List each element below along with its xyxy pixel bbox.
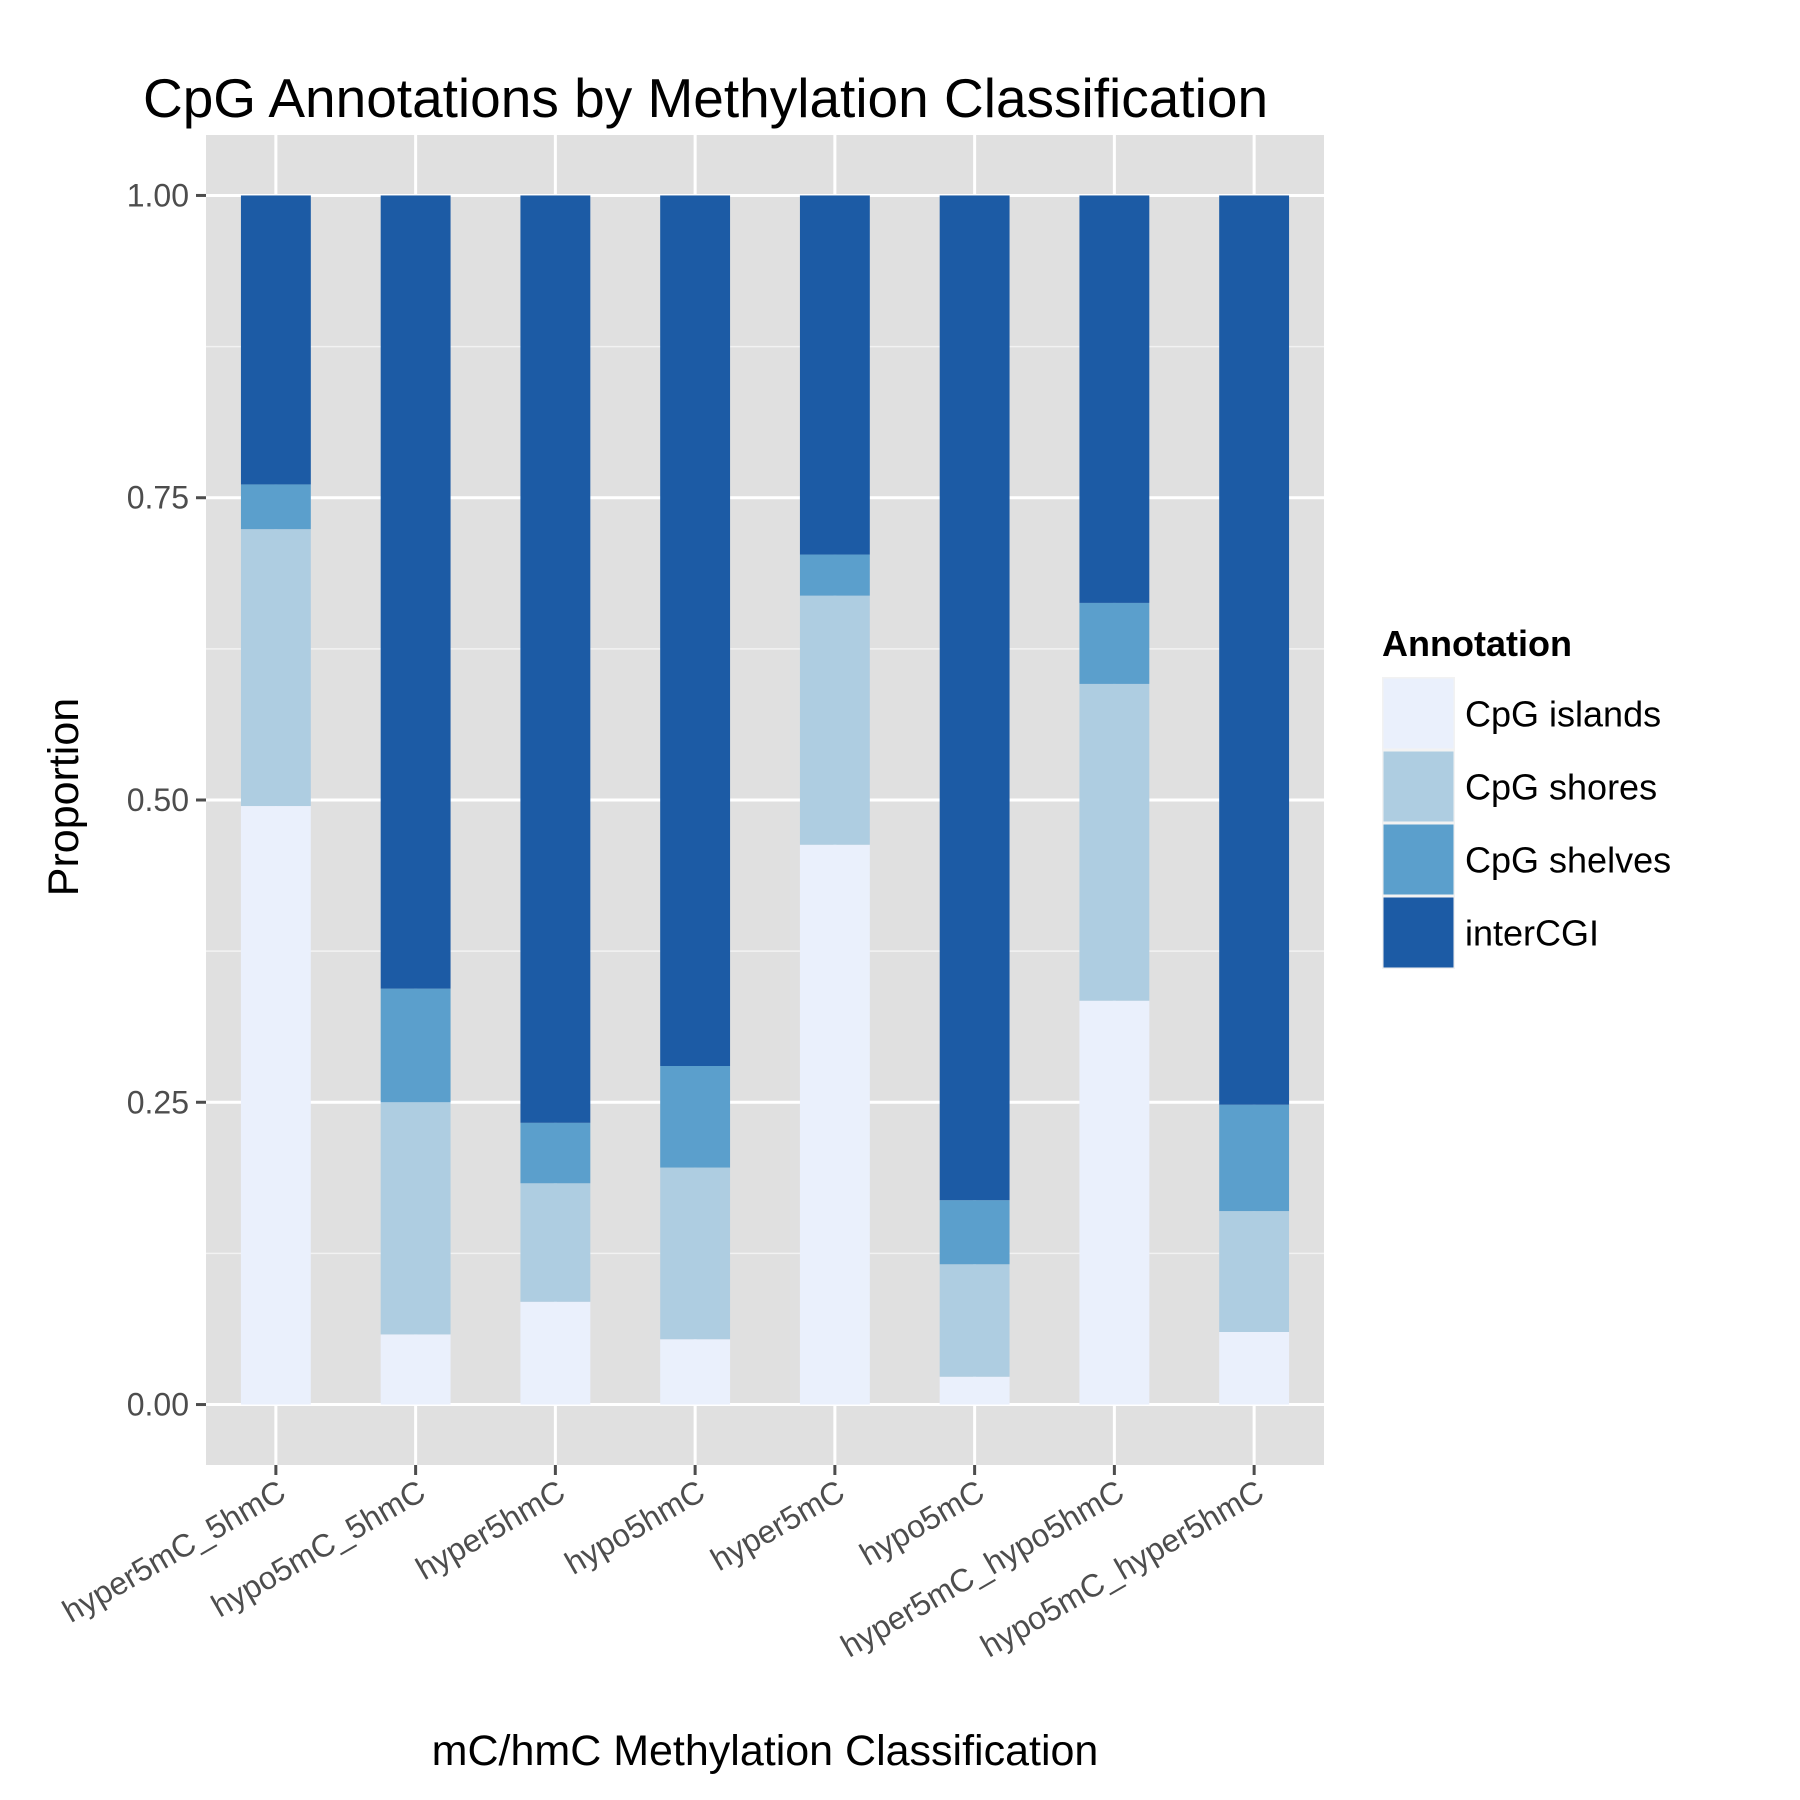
bar-segment	[660, 1339, 731, 1405]
bar-segment	[939, 1376, 1010, 1405]
x-tick-label: hyper5mC_5hmC	[56, 1473, 291, 1630]
legend-title: Annotation	[1382, 623, 1572, 664]
bar-stack-hypo5mC	[939, 195, 1010, 1405]
legend-swatch	[1383, 751, 1454, 822]
legend: Annotation CpG islands CpG shores CpG shel…	[1382, 623, 1671, 969]
legend-swatch	[1383, 897, 1454, 968]
bar-stack-hyper5mC_hypo5hmC	[1079, 195, 1150, 1405]
y-tick-label: 0.50	[127, 782, 189, 818]
legend-label: CpG shores	[1465, 767, 1657, 808]
bar-segment	[520, 1122, 591, 1184]
bar-segment	[799, 595, 870, 845]
bar-segment	[939, 1200, 1010, 1265]
bar-segment	[240, 195, 311, 485]
bar-segment	[380, 1102, 451, 1335]
y-tick-label: 0.25	[127, 1084, 189, 1120]
bar-segment	[660, 1167, 731, 1340]
bar-segment	[1219, 1211, 1290, 1332]
bar-segment	[520, 1183, 591, 1302]
bars-layer	[240, 195, 1290, 1405]
bar-segment	[1079, 602, 1150, 684]
y-axis-title: Proportion	[40, 698, 88, 896]
x-tick-label: hyper5mC	[705, 1473, 851, 1578]
bar-stack-hypo5mC_hyper5hmC	[1219, 195, 1290, 1405]
bar-segment	[799, 554, 870, 596]
x-tick-label: hyper5hmC	[410, 1473, 571, 1587]
bar-segment	[660, 1066, 731, 1168]
bar-segment	[520, 195, 591, 1123]
bar-stack-hypo5hmC	[660, 195, 731, 1405]
chart-title: CpG Annotations by Methylation Classific…	[143, 67, 1268, 129]
y-tick-label: 0.75	[127, 480, 189, 516]
bar-segment	[1219, 1332, 1290, 1405]
bar-segment	[939, 1264, 1010, 1377]
plot-panel	[206, 135, 1324, 1465]
bar-segment	[1079, 1000, 1150, 1405]
legend-swatch	[1383, 678, 1454, 749]
y-tick-label: 0.00	[127, 1387, 189, 1423]
bar-segment	[380, 988, 451, 1103]
legend-label: CpG shelves	[1465, 840, 1671, 881]
bar-segment	[240, 806, 311, 1405]
bar-segment	[799, 195, 870, 555]
bar-stack-hyper5hmC	[520, 195, 591, 1405]
legend-label: interCGI	[1465, 913, 1599, 954]
bar-segment	[939, 195, 1010, 1201]
bar-segment	[240, 484, 311, 530]
bar-segment	[380, 195, 451, 989]
legend-swatch	[1383, 824, 1454, 895]
x-axis-title: mC/hmC Methylation Classification	[432, 1727, 1099, 1775]
bar-segment	[1079, 683, 1150, 1001]
bar-segment	[240, 529, 311, 807]
bar-stack-hyper5mC_5hmC	[240, 195, 311, 1405]
bar-stack-hypo5mC_5hmC	[380, 195, 451, 1405]
bar-segment	[1219, 1104, 1290, 1212]
bar-segment	[520, 1301, 591, 1405]
bar-segment	[1219, 195, 1290, 1105]
bar-segment	[380, 1334, 451, 1405]
bar-stack-hyper5mC	[799, 195, 870, 1405]
legend-label: CpG islands	[1465, 694, 1661, 735]
bar-segment	[799, 844, 870, 1405]
y-tick-label: 1.00	[127, 177, 189, 213]
x-tick-label: hypo5hmC	[559, 1473, 711, 1582]
bar-segment	[660, 195, 731, 1067]
bar-segment	[1079, 195, 1150, 603]
